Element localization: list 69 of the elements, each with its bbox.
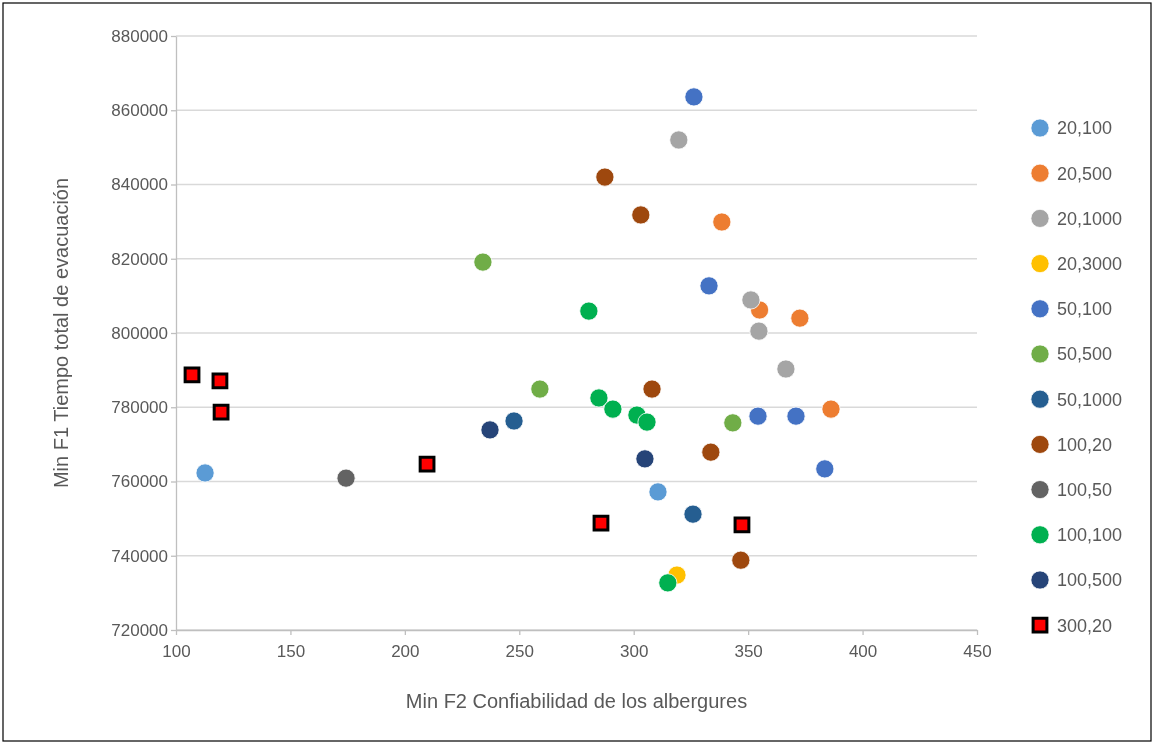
point: [504, 411, 524, 431]
point: [790, 308, 810, 328]
point: [731, 550, 751, 570]
y-tick-label: 880000: [111, 26, 168, 46]
point: [637, 412, 657, 432]
point: [642, 379, 662, 399]
point: [821, 399, 841, 419]
legend-label: 20,3000: [1057, 253, 1123, 274]
legend-label: 50,100: [1057, 299, 1113, 320]
y-tick-label: 740000: [111, 546, 168, 566]
y-tick-label: 840000: [111, 175, 168, 195]
legend-label: 50,500: [1057, 344, 1113, 365]
point: [480, 420, 500, 440]
point: [530, 379, 550, 399]
x-tick-label: 450: [963, 641, 992, 661]
legend-label: 20,1000: [1057, 208, 1123, 229]
point: [195, 463, 215, 483]
x-axis-title: Min F2 Confiabilidad de los albergures: [405, 690, 748, 712]
point: [723, 413, 743, 433]
point: [589, 388, 609, 408]
point: [648, 482, 668, 502]
point: [579, 301, 599, 321]
point: [733, 516, 751, 534]
x-tick-label: 300: [620, 641, 649, 661]
y-tick-label: 820000: [111, 249, 168, 269]
x-tick-label: 400: [848, 641, 878, 661]
point: [595, 167, 615, 187]
x-tick-label: 350: [734, 641, 763, 661]
legend-label: 100,500: [1057, 570, 1123, 591]
y-tick-label: 780000: [111, 398, 168, 418]
point: [684, 87, 704, 107]
point: [592, 514, 610, 532]
point: [635, 449, 655, 469]
point: [786, 406, 806, 426]
point: [776, 359, 796, 379]
y-tick-label: 860000: [111, 101, 168, 121]
point: [418, 455, 436, 473]
y-tick-label: 800000: [111, 323, 168, 343]
point: [683, 504, 703, 524]
y-tick-label: 720000: [111, 620, 168, 640]
point: [701, 442, 721, 462]
point: [473, 252, 493, 272]
legend-label: 50,1000: [1057, 389, 1123, 410]
point: [748, 406, 768, 426]
x-tick-label: 200: [391, 641, 420, 661]
point: [749, 321, 769, 341]
point: [669, 130, 689, 150]
y-axis-title: Min F1 Tiempo total de evacuación: [50, 177, 72, 489]
point: [212, 403, 230, 421]
x-tick-label: 100: [162, 641, 191, 661]
y-tick-label: 760000: [111, 472, 168, 492]
x-tick-label: 150: [276, 641, 306, 661]
point: [336, 468, 356, 488]
point: [631, 205, 651, 225]
point: [741, 290, 761, 310]
legend-label: 100,50: [1057, 479, 1113, 500]
legend-label: 100,100: [1057, 525, 1123, 546]
point: [712, 212, 732, 232]
legend-label: 20,500: [1057, 163, 1113, 184]
point: [211, 372, 229, 390]
point: [815, 459, 835, 479]
legend-label: 20,100: [1057, 118, 1113, 139]
x-tick-label: 250: [505, 641, 534, 661]
point: [183, 366, 201, 384]
point: [658, 573, 678, 593]
point: [699, 276, 719, 296]
point: [603, 399, 623, 419]
legend-label: 100,20: [1057, 434, 1113, 455]
legend-label: 300,20: [1057, 615, 1113, 636]
